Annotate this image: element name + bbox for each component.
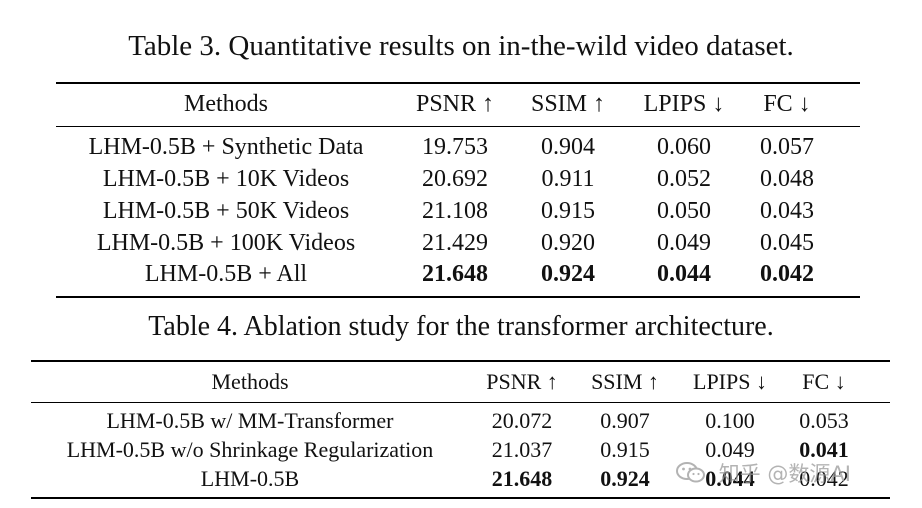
table4-mid-rule (31, 402, 890, 403)
table4-header-ssim: SSIM ↑ (591, 369, 659, 394)
table3-cell-ssim: 0.904 (541, 134, 595, 160)
table3-cell-lpips: 0.060 (657, 134, 711, 160)
table3-cell-ssim: 0.924 (541, 261, 595, 287)
table3-cell-ssim: 0.920 (541, 230, 595, 256)
table4-cell-lpips: 0.044 (705, 466, 755, 491)
table3-cell-psnr: 19.753 (422, 134, 488, 160)
table3-header-ssim: SSIM ↑ (530, 91, 606, 117)
table3-cell-psnr: 21.648 (422, 261, 488, 287)
table3-cell-method: LHM-0.5B + All (144, 261, 308, 287)
table3-header-methods: Methods (184, 91, 268, 117)
table4-cell-method: LHM-0.5B (200, 466, 300, 491)
table4-cell-ssim: 0.924 (600, 466, 650, 491)
table3-bottom-rule (56, 296, 860, 298)
table3-cell-lpips: 0.052 (657, 166, 711, 192)
table4-header-lpips: LPIPS ↓ (693, 369, 767, 394)
table4-cell-psnr: 21.648 (491, 466, 553, 491)
table3-cell-fc: 0.042 (760, 261, 814, 287)
table3-cell-method: LHM-0.5B + 50K Videos (102, 198, 350, 224)
table3-cell-fc: 0.045 (760, 230, 814, 256)
table3-cell-ssim: 0.915 (541, 198, 595, 224)
wechat-icon (676, 461, 706, 490)
table4-cell-ssim: 0.915 (600, 437, 650, 462)
table4-cell-lpips: 0.100 (705, 408, 755, 433)
table3-cell-method: LHM-0.5B + 10K Videos (102, 166, 350, 192)
table3-cell-psnr: 21.108 (422, 198, 488, 224)
table4-header-methods: Methods (211, 369, 289, 394)
table3-cell-ssim: 0.911 (541, 166, 595, 192)
table4-cell-ssim: 0.907 (600, 408, 650, 433)
table3-cell-lpips: 0.049 (657, 230, 711, 256)
table3-top-rule (56, 82, 860, 84)
table3-cell-psnr: 20.692 (422, 166, 488, 192)
table4-header-psnr: PSNR ↑ (486, 369, 558, 394)
table3-cell-fc: 0.057 (760, 134, 814, 160)
table4-cell-psnr: 20.072 (491, 408, 553, 433)
watermark: 知乎 @数源AI (676, 458, 851, 490)
table3-cell-method: LHM-0.5B + Synthetic Data (88, 134, 364, 160)
table4-cell-method: LHM-0.5B w/ MM-Transformer (106, 408, 394, 433)
table4-caption: Table 4. Ablation study for the transfor… (148, 311, 774, 342)
table4-header-fc: FC ↓ (802, 369, 846, 394)
table4-bottom-rule (31, 497, 890, 499)
table4-top-rule (31, 360, 890, 362)
table4-cell-fc: 0.042 (799, 466, 849, 491)
table4-cell-psnr: 21.037 (491, 437, 553, 462)
table3-caption: Table 3. Quantitative results on in-the-… (128, 30, 794, 62)
table3-cell-method: LHM-0.5B + 100K Videos (96, 230, 356, 256)
table3-header-lpips: LPIPS ↓ (643, 91, 725, 117)
watermark-text: 知乎 @数源AI (718, 462, 851, 486)
table4-cell-method: LHM-0.5B w/o Shrinkage Regularization (66, 437, 434, 462)
table3-mid-rule (56, 126, 860, 127)
table3-header-psnr: PSNR ↑ (415, 91, 495, 117)
table4-cell-fc: 0.053 (799, 408, 849, 433)
table4-cell-lpips: 0.049 (705, 437, 755, 462)
table3-cell-psnr: 21.429 (422, 230, 488, 256)
table3-cell-lpips: 0.044 (657, 261, 711, 287)
table3-header-fc: FC ↓ (763, 91, 811, 117)
table3-cell-fc: 0.043 (760, 198, 814, 224)
table3-cell-fc: 0.048 (760, 166, 814, 192)
table3-cell-lpips: 0.050 (657, 198, 711, 224)
table4-cell-fc: 0.041 (799, 437, 849, 462)
